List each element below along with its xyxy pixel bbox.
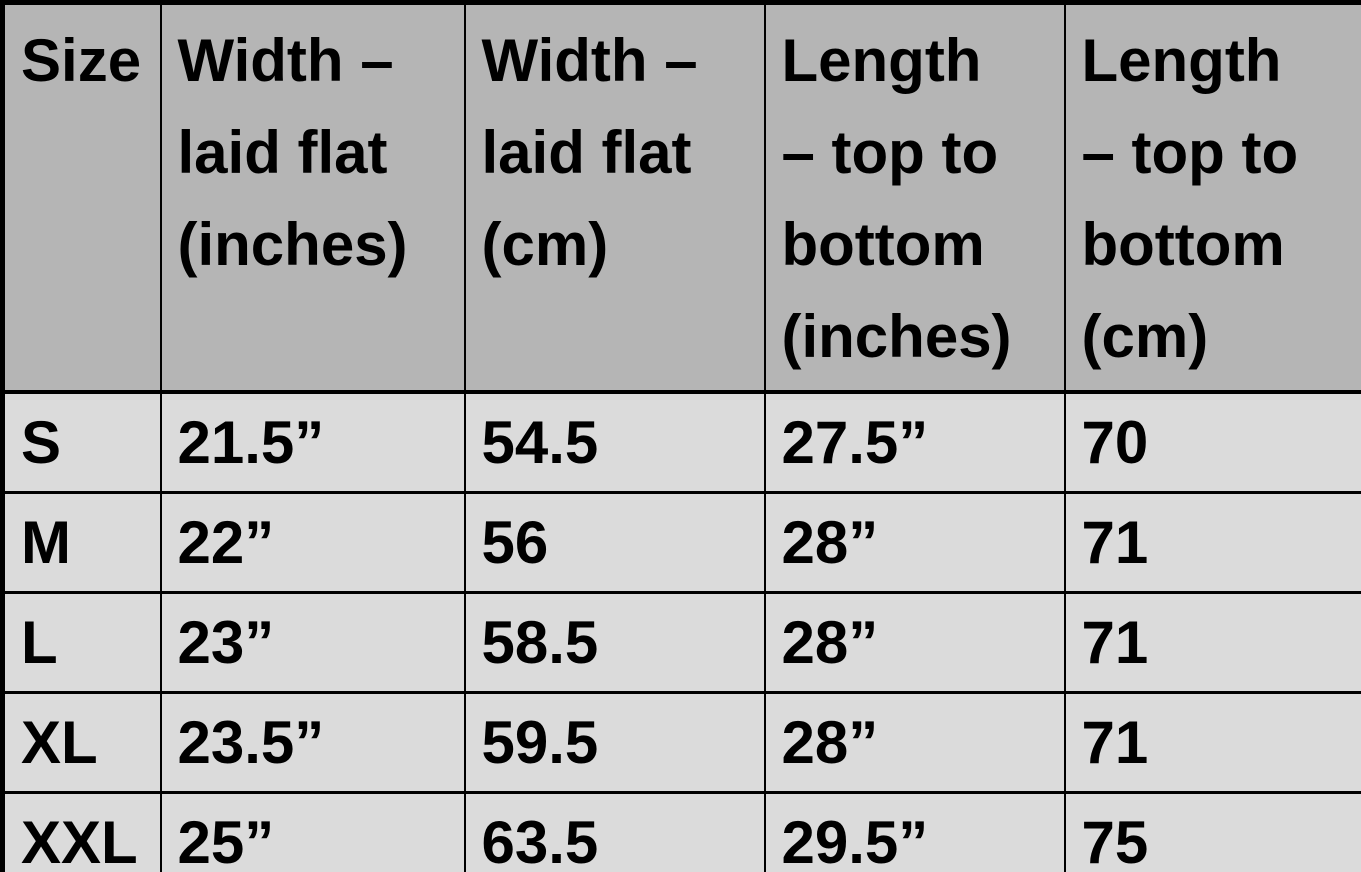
length-inches-value: 27.5” xyxy=(763,390,1066,494)
width-inches-value: 21.5” xyxy=(159,390,466,494)
width-inches-value: 25” xyxy=(159,791,466,872)
length-cm-value: 71 xyxy=(1063,591,1361,694)
width-cm-value: 58.5 xyxy=(463,591,766,694)
width-cm-value: 59.5 xyxy=(463,691,766,794)
width-cm-value: 63.5 xyxy=(463,791,766,872)
length-inches-value: 28” xyxy=(763,491,1066,594)
length-inches-value: 28” xyxy=(763,591,1066,694)
length-inches-value: 28” xyxy=(763,691,1066,794)
size-label: M xyxy=(1,491,162,594)
length-cm-value: 71 xyxy=(1063,691,1361,794)
length-cm-value: 71 xyxy=(1063,491,1361,594)
size-label: L xyxy=(1,591,162,694)
header-row: Size Width – laid flat (inches) Width – … xyxy=(1,1,1361,394)
width-inches-value: 23” xyxy=(159,591,466,694)
length-inches-value: 29.5” xyxy=(763,791,1066,872)
header-length-inches: Length – top to bottom (inches) xyxy=(763,1,1066,394)
header-width-inches: Width – laid flat (inches) xyxy=(159,1,466,394)
table-row-xxl: XXL 25” 63.5 29.5” 75 xyxy=(1,791,1361,872)
width-inches-value: 22” xyxy=(159,491,466,594)
length-cm-value: 75 xyxy=(1063,791,1361,872)
header-width-cm: Width – laid flat (cm) xyxy=(463,1,766,394)
table-row-l: L 23” 58.5 28” 71 xyxy=(1,591,1361,694)
size-label: XXL xyxy=(1,791,162,872)
size-label: XL xyxy=(1,691,162,794)
header-size: Size xyxy=(1,1,162,394)
width-inches-value: 23.5” xyxy=(159,691,466,794)
table-row-xl: XL 23.5” 59.5 28” 71 xyxy=(1,691,1361,794)
width-cm-value: 56 xyxy=(463,491,766,594)
table-row-s: S 21.5” 54.5 27.5” 70 xyxy=(1,390,1361,494)
table-row-m: M 22” 56 28” 71 xyxy=(1,491,1361,594)
header-length-cm: Length – top to bottom (cm) xyxy=(1063,1,1361,394)
width-cm-value: 54.5 xyxy=(463,390,766,494)
length-cm-value: 70 xyxy=(1063,390,1361,494)
size-label: S xyxy=(1,390,162,494)
